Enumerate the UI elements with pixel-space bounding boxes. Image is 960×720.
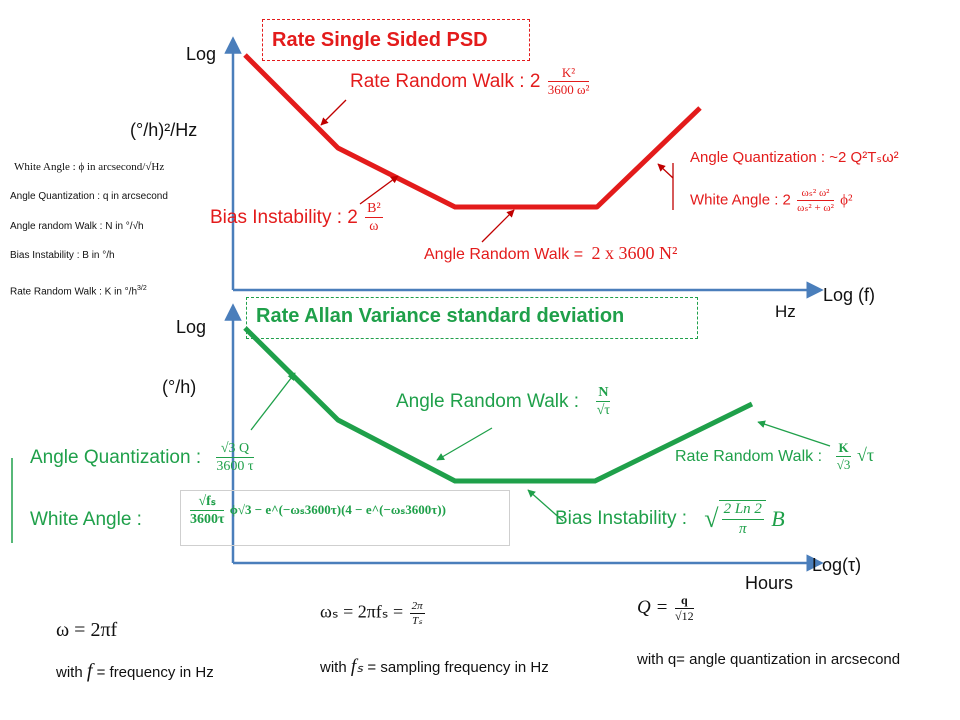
psd-title: Rate Single Sided PSD xyxy=(272,29,488,51)
allan-bias-den: π xyxy=(738,520,747,537)
allan-arw-num: N xyxy=(596,385,611,403)
footer-omega-eq: ω = 2πf xyxy=(56,619,118,641)
allan-arw-annotation: Angle Random Walk : N √τ xyxy=(396,385,612,419)
allan-aq-den: 3600 τ xyxy=(216,459,254,475)
allan-aq-annotation: Angle Quantization : √3 Q 3600 τ xyxy=(30,441,256,475)
legend-rate-random-walk-exp: 3/2 xyxy=(137,285,147,292)
psd-bias-prefix: Bias Instability : 2 xyxy=(210,206,358,228)
allan-rrw-num: K xyxy=(836,440,851,458)
footer-omegas-eq-text: ωₛ = 2πfₛ = xyxy=(320,601,404,622)
legend-angle-random-walk: Angle random Walk : N in °/√h xyxy=(10,221,144,232)
psd-wa-den: ωₛ² + ω² xyxy=(797,202,834,215)
footer-omegas-den: Tₛ xyxy=(412,615,423,628)
allan-aq-label: Angle Quantization : xyxy=(30,446,202,468)
allan-pointer-arw xyxy=(436,427,493,461)
psd-bias-den: ω xyxy=(369,219,379,235)
footer-omega-note-post: = frequency in Hz xyxy=(96,664,214,681)
sqrt-icon: √ xyxy=(704,503,719,533)
psd-arw-value: 2 x 3600 N² xyxy=(591,243,678,263)
allan-x-axis-unit: Hours xyxy=(745,573,794,593)
legend-rate-random-walk: Rate Random Walk : K in °/h3/2 xyxy=(10,285,147,297)
footer-q-eq: Q = q √12 xyxy=(637,593,696,624)
psd-curve xyxy=(243,53,702,210)
psd-wa-suffix: ϕ² xyxy=(840,192,853,209)
footer-omega-note-pre: with xyxy=(56,664,83,681)
psd-y-axis-log: Log xyxy=(186,44,217,64)
allan-wa-label: White Angle : xyxy=(30,509,142,530)
allan-wa-den: 3600τ xyxy=(190,512,225,528)
psd-rrw-annotation: Rate Random Walk : 2 K² 3600 ω² xyxy=(350,65,591,98)
allan-rrw-label: Rate Random Walk : xyxy=(675,448,823,466)
allan-curve xyxy=(243,326,754,484)
allan-wa-formula: √fₛ 3600τ ϕ√3 − e^(−ωₛ3600τ)(4 − e^(−ωₛ3… xyxy=(188,494,446,528)
psd-arw-annotation: Angle Random Walk = 2 x 3600 N² xyxy=(424,244,677,263)
footer-omegas-num: 2π xyxy=(409,600,425,615)
psd-wa-num: ωₛ² ω² xyxy=(797,187,834,202)
psd-rrw-den: 3600 ω² xyxy=(547,82,590,98)
allan-rrw-den: √3 xyxy=(836,457,851,473)
allan-y-axis-unit: (°/h) xyxy=(162,377,197,397)
allan-y-axis-log: Log xyxy=(176,317,207,337)
footer-q-eq-text: Q = xyxy=(637,597,669,619)
allan-rrw-annotation: Rate Random Walk : K √3 √τ xyxy=(675,440,875,473)
allan-x-axis-label: Log(τ) xyxy=(812,555,862,575)
footer-q-note: with q= angle quantization in arcsecond xyxy=(637,651,901,668)
psd-rrw-num: K² xyxy=(547,65,590,83)
psd-pointer-rrw xyxy=(320,99,347,126)
footer-omegas-eq: ωₛ = 2πfₛ = 2π Tₛ xyxy=(320,600,427,627)
legend-rate-random-walk-label: Rate Random Walk : K in °/h xyxy=(10,286,138,298)
allan-pointer-rrw xyxy=(757,420,831,447)
legend-bias-instability: Bias Instability : B in °/h xyxy=(10,250,115,261)
allan-aq-num: √3 Q xyxy=(216,441,254,459)
allan-wa-formula-box xyxy=(180,490,510,546)
allan-bias-annotation: Bias Instability : √ 2 Ln 2 π B xyxy=(555,500,785,537)
allan-wa-rest: ϕ√3 − e^(−ωₛ3600τ)(4 − e^(−ωₛ3600τ)) xyxy=(229,501,446,517)
footer-fs-note-post: = sampling frequency in Hz xyxy=(367,659,549,676)
psd-arw-label: Angle Random Walk = xyxy=(424,246,584,263)
psd-wa-annotation: White Angle : 2 ωₛ² ω² ωₛ² + ω² ϕ² xyxy=(690,187,853,214)
psd-wa-prefix: White Angle : 2 xyxy=(690,191,791,209)
footer-fs-note: with fₛ = sampling frequency in Hz xyxy=(320,657,549,676)
psd-y-axis-unit: (°/h)²/Hz xyxy=(130,120,198,140)
psd-bias-num: B² xyxy=(365,201,383,219)
allan-rrw-suffix: √τ xyxy=(857,445,875,466)
psd-aq-annotation: Angle Quantization : ~2 Q²Tₛω² xyxy=(690,149,899,166)
psd-pointer-bias xyxy=(359,175,399,205)
psd-x-axis-label: Log (f) xyxy=(823,285,876,305)
allan-pointer-quant xyxy=(250,372,296,431)
allan-title: Rate Allan Variance standard deviation xyxy=(256,305,625,327)
psd-x-axis-unit: Hz xyxy=(775,302,796,321)
footer-fs-note-pre: with xyxy=(320,659,347,676)
allan-pointer-bias xyxy=(527,489,564,522)
allan-wa-num: √fₛ xyxy=(190,494,225,512)
allan-arw-den: √τ xyxy=(596,403,611,419)
legend-white-angle: White Angle : ϕ in arcsecond/√Hz xyxy=(14,161,165,173)
psd-rrw-prefix: Rate Random Walk : 2 xyxy=(350,70,541,92)
psd-title-box xyxy=(262,19,530,61)
allan-title-box xyxy=(246,297,698,339)
psd-pointer-quant xyxy=(657,163,674,179)
footer-omega-note-var: f xyxy=(86,660,93,682)
footer-omega-note: with f = frequency in Hz xyxy=(56,661,214,681)
allan-arw-label: Angle Random Walk : xyxy=(396,390,580,412)
footer-q-num: q xyxy=(675,593,694,610)
psd-bias-annotation: Bias Instability : 2 B² ω xyxy=(210,201,385,235)
allan-bias-label: Bias Instability : xyxy=(555,508,687,529)
footer-fs-note-var: fₛ xyxy=(350,656,364,677)
footer-q-den: √12 xyxy=(675,609,694,624)
psd-pointer-arw xyxy=(481,209,515,243)
allan-bias-num: 2 Ln 2 xyxy=(721,501,764,520)
allan-bias-var: B xyxy=(771,505,785,531)
legend-angle-quantization: Angle Quantization : q in arcsecond xyxy=(10,191,168,202)
